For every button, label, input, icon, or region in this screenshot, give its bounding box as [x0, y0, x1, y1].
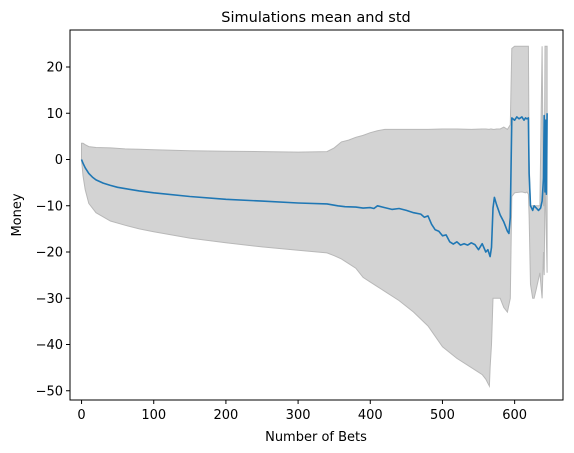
x-tick-label: 400	[358, 408, 383, 423]
mean-line	[80, 113, 548, 258]
std-band	[81, 45, 548, 389]
x-tick-label: 200	[213, 408, 238, 423]
y-axis-label: Money	[10, 193, 25, 236]
x-tick-label: 600	[502, 408, 527, 423]
axes-frame	[69, 29, 564, 401]
y-tick-label: −30	[36, 292, 63, 307]
x-axis-label: Number of Bets	[265, 430, 367, 445]
x-tick-label: 100	[141, 408, 166, 423]
y-tick-label: 0	[55, 153, 63, 168]
y-tick-label: −10	[36, 199, 63, 214]
y-tick-label: −20	[36, 246, 63, 261]
x-tick-label: 0	[77, 408, 85, 423]
y-tick-label: 10	[46, 107, 63, 122]
x-axis: 0 100 200 300 400 500 600	[77, 400, 527, 423]
chart-title: Simulations mean and std	[221, 10, 410, 26]
y-tick-label: −50	[36, 384, 63, 399]
plot-area	[80, 45, 548, 389]
y-tick-label: −40	[36, 338, 63, 353]
y-axis: −50 −40 −30 −20 −10 0 10 20	[36, 61, 70, 399]
y-tick-label: 20	[46, 61, 63, 76]
x-tick-label: 300	[286, 408, 311, 423]
x-tick-label: 500	[430, 408, 455, 423]
